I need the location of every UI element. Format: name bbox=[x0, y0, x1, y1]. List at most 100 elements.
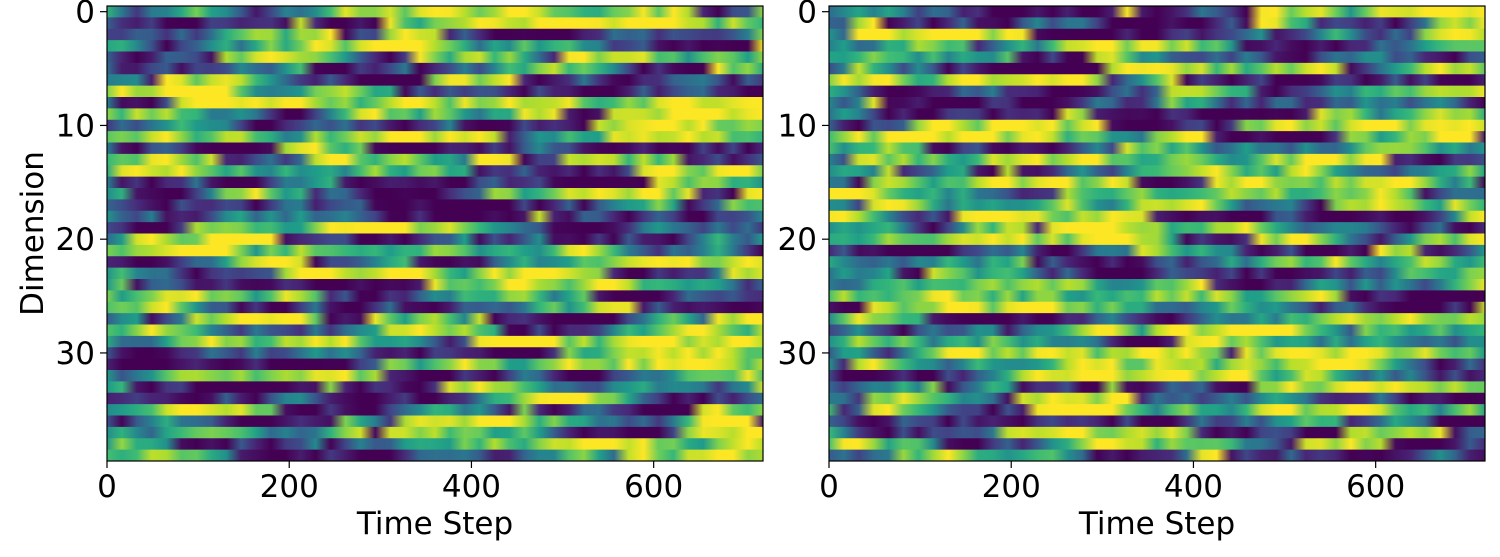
x-tick-label: 0 bbox=[819, 469, 839, 505]
heatmap-row bbox=[107, 176, 763, 189]
heatmap-panel-right: 0 200 400 600 0 10 20 30 Time Step bbox=[778, 0, 1486, 542]
x-tick-label: 600 bbox=[624, 469, 683, 505]
heatmap-row bbox=[107, 222, 763, 234]
heatmap-row bbox=[107, 267, 763, 280]
y-ticks-right: 0 10 20 30 bbox=[778, 0, 829, 372]
heatmap-row bbox=[829, 97, 1485, 109]
heatmap-row bbox=[829, 279, 1485, 291]
heatmap-row bbox=[107, 347, 763, 360]
heatmap-row bbox=[107, 301, 763, 314]
heatmap-row bbox=[829, 438, 1485, 451]
axes-frame-left bbox=[106, 5, 764, 462]
heatmap-row bbox=[829, 131, 1485, 143]
axes-frame-right bbox=[828, 5, 1486, 462]
y-tick-label: 10 bbox=[778, 108, 817, 144]
heatmap-row bbox=[829, 17, 1485, 30]
heatmap-row bbox=[829, 244, 1485, 257]
heatmap-row bbox=[107, 210, 763, 223]
heatmap-row bbox=[829, 222, 1485, 234]
heatmap-row bbox=[829, 290, 1485, 303]
heatmap-row bbox=[107, 438, 763, 451]
heatmap-row bbox=[107, 28, 763, 41]
heatmap-row bbox=[107, 392, 763, 405]
heatmap-row bbox=[107, 244, 763, 257]
heatmap-row bbox=[107, 85, 763, 98]
y-ticks-left: 0 10 20 30 bbox=[56, 0, 107, 372]
heatmap-row bbox=[107, 6, 763, 18]
heatmap-row bbox=[829, 347, 1485, 360]
y-tick-label: 0 bbox=[75, 0, 95, 31]
x-axis-label-left: Time Step bbox=[356, 506, 513, 542]
heatmap-row bbox=[829, 233, 1485, 246]
heatmap-row bbox=[829, 358, 1485, 371]
heatmap-row bbox=[107, 290, 763, 303]
heatmap-row bbox=[829, 415, 1485, 428]
heatmap-row bbox=[829, 108, 1485, 121]
heatmap-row bbox=[107, 233, 763, 246]
heatmap-row bbox=[829, 188, 1485, 200]
heatmap-row bbox=[829, 404, 1485, 416]
x-axis-label-right: Time Step bbox=[1078, 506, 1235, 542]
heatmap-row bbox=[829, 165, 1485, 178]
heatmap-row bbox=[107, 426, 763, 439]
heatmap-row bbox=[829, 381, 1485, 394]
heatmap-row bbox=[829, 176, 1485, 189]
x-tick-label: 400 bbox=[1164, 469, 1223, 505]
heatmap-row bbox=[107, 97, 763, 109]
heatmap-row bbox=[107, 40, 763, 52]
heatmap-row bbox=[107, 108, 763, 121]
heatmap-row bbox=[829, 426, 1485, 439]
x-tick-label: 200 bbox=[982, 469, 1041, 505]
heatmap-row bbox=[829, 62, 1485, 75]
heatmap-row bbox=[107, 51, 763, 64]
heatmap-row bbox=[829, 6, 1485, 18]
heatmap-row bbox=[829, 267, 1485, 280]
y-tick-label: 10 bbox=[56, 108, 95, 144]
heatmap-row bbox=[107, 449, 763, 462]
heatmap-row bbox=[829, 51, 1485, 64]
x-tick-label: 400 bbox=[442, 469, 501, 505]
heatmap-row bbox=[829, 392, 1485, 405]
x-ticks-right: 0 200 400 600 bbox=[819, 461, 1405, 505]
heatmap-row bbox=[829, 449, 1485, 462]
y-tick-label: 20 bbox=[778, 222, 817, 258]
heatmap-row bbox=[107, 404, 763, 416]
heatmap-row bbox=[107, 119, 763, 132]
x-tick-label: 0 bbox=[97, 469, 117, 505]
heatmap-row bbox=[107, 142, 763, 155]
heatmap-row bbox=[107, 313, 763, 325]
heatmap-row bbox=[107, 131, 763, 143]
heatmap-row bbox=[829, 313, 1485, 325]
heatmap-row bbox=[107, 62, 763, 75]
x-ticks-left: 0 200 400 600 bbox=[97, 461, 683, 505]
x-tick-label: 200 bbox=[260, 469, 319, 505]
y-tick-label: 30 bbox=[56, 336, 95, 372]
heatmap-row bbox=[107, 279, 763, 291]
heatmap-row bbox=[107, 381, 763, 394]
heatmap-row bbox=[107, 188, 763, 200]
heatmap-row bbox=[829, 142, 1485, 155]
heatmap-row bbox=[829, 210, 1485, 223]
heatmap-row bbox=[107, 199, 763, 212]
heatmap-panel-left: 0 200 400 600 0 10 20 30 Time Step Dimension bbox=[15, 0, 764, 542]
heatmap-row bbox=[829, 256, 1485, 269]
heatmap-cells-left bbox=[107, 6, 763, 462]
heatmap-row bbox=[829, 74, 1485, 87]
heatmap-row bbox=[829, 40, 1485, 52]
heatmap-row bbox=[107, 358, 763, 371]
y-tick-label: 20 bbox=[56, 222, 95, 258]
heatmap-row bbox=[829, 301, 1485, 314]
heatmap-row bbox=[107, 74, 763, 87]
heatmap-row bbox=[829, 119, 1485, 132]
heatmap-row bbox=[107, 256, 763, 269]
heatmap-row bbox=[107, 153, 763, 166]
heatmap-row bbox=[107, 415, 763, 428]
heatmap-cells-right bbox=[829, 6, 1485, 462]
heatmap-row bbox=[829, 335, 1485, 348]
heatmap-row bbox=[829, 199, 1485, 212]
y-axis-label-left: Dimension bbox=[15, 151, 51, 316]
heatmap-row bbox=[829, 324, 1485, 337]
heatmap-row bbox=[107, 335, 763, 348]
heatmap-row bbox=[829, 85, 1485, 98]
